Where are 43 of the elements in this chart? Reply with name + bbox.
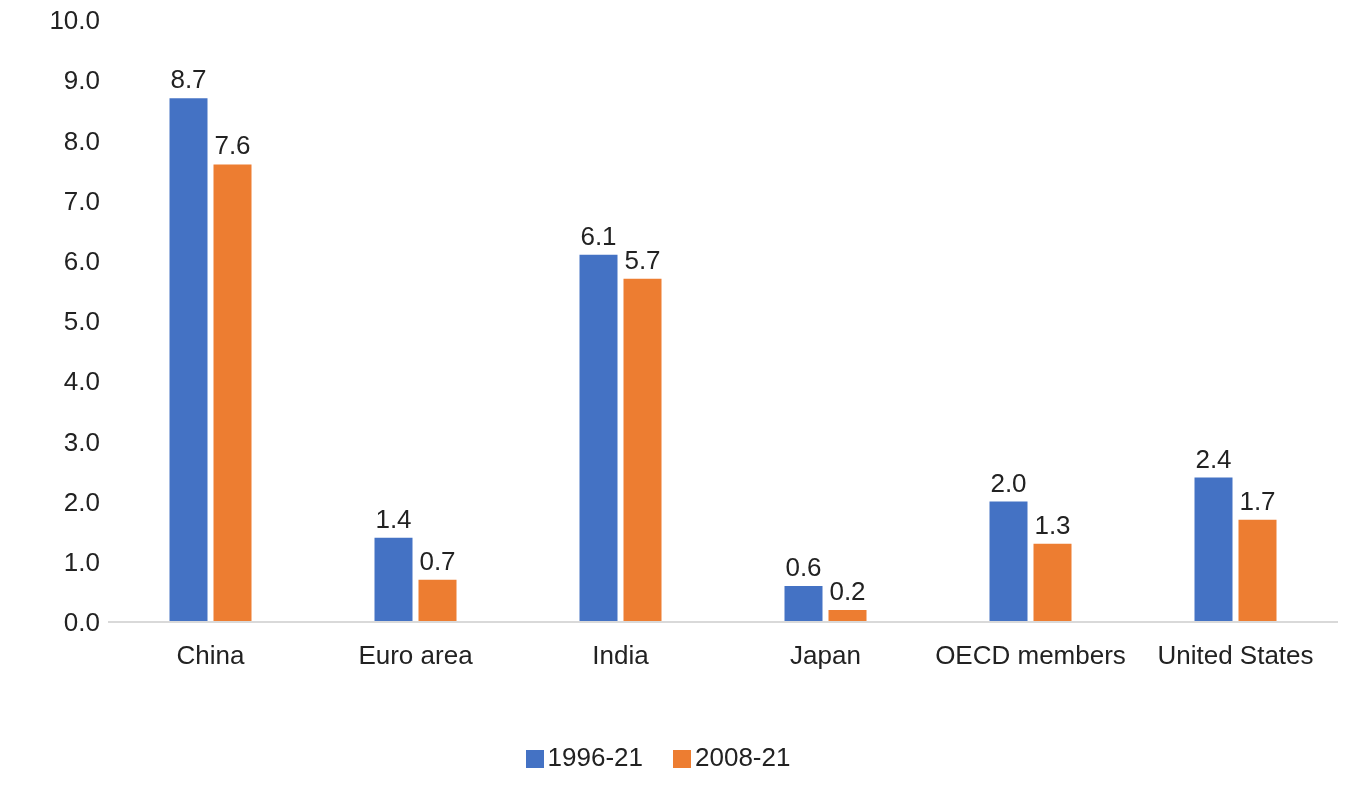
bar (623, 278, 662, 622)
y-tick-label: 3.0 (63, 426, 100, 457)
bar (418, 579, 457, 622)
x-tick-label: India (592, 640, 650, 671)
y-tick-label: 1.0 (63, 547, 100, 578)
data-label: 5.7 (624, 244, 661, 275)
data-label: 6.1 (580, 220, 617, 251)
bar (1194, 477, 1233, 622)
bar (1033, 543, 1072, 622)
data-label: 2.0 (990, 467, 1027, 498)
y-tick-label: 9.0 (63, 65, 100, 96)
data-label: 1.4 (375, 503, 412, 534)
data-label: 0.6 (785, 551, 822, 582)
y-tick-label: 10.0 (49, 5, 100, 36)
data-label: 0.7 (419, 545, 456, 576)
legend-label: 2008-21 (695, 742, 791, 772)
y-tick-label: 2.0 (63, 486, 100, 517)
data-label: 0.2 (829, 575, 866, 606)
x-tick-label: United States (1157, 640, 1314, 671)
bar (374, 537, 413, 622)
y-tick-label: 0.0 (63, 607, 100, 638)
x-tick-label: OECD members (935, 640, 1126, 671)
bar (213, 164, 252, 622)
bar (989, 501, 1028, 622)
data-label: 7.6 (214, 130, 251, 161)
bar (169, 98, 208, 622)
y-tick-label: 5.0 (63, 306, 100, 337)
data-label: 1.3 (1034, 509, 1071, 540)
data-label: 1.7 (1239, 485, 1276, 516)
x-tick-label: China (176, 640, 245, 671)
bar (828, 609, 867, 622)
bar (784, 585, 823, 622)
bar (579, 254, 618, 622)
y-tick-label: 7.0 (63, 185, 100, 216)
y-tick-label: 8.0 (63, 125, 100, 156)
legend-label: 1996-21 (547, 742, 643, 772)
data-label: 8.7 (170, 64, 207, 95)
y-tick-label: 4.0 (63, 366, 100, 397)
y-tick-label: 6.0 (63, 246, 100, 277)
x-tick-label: Japan (790, 640, 861, 671)
x-tick-label: Euro area (358, 640, 474, 671)
bar (1238, 519, 1277, 622)
data-label: 2.4 (1195, 443, 1232, 474)
